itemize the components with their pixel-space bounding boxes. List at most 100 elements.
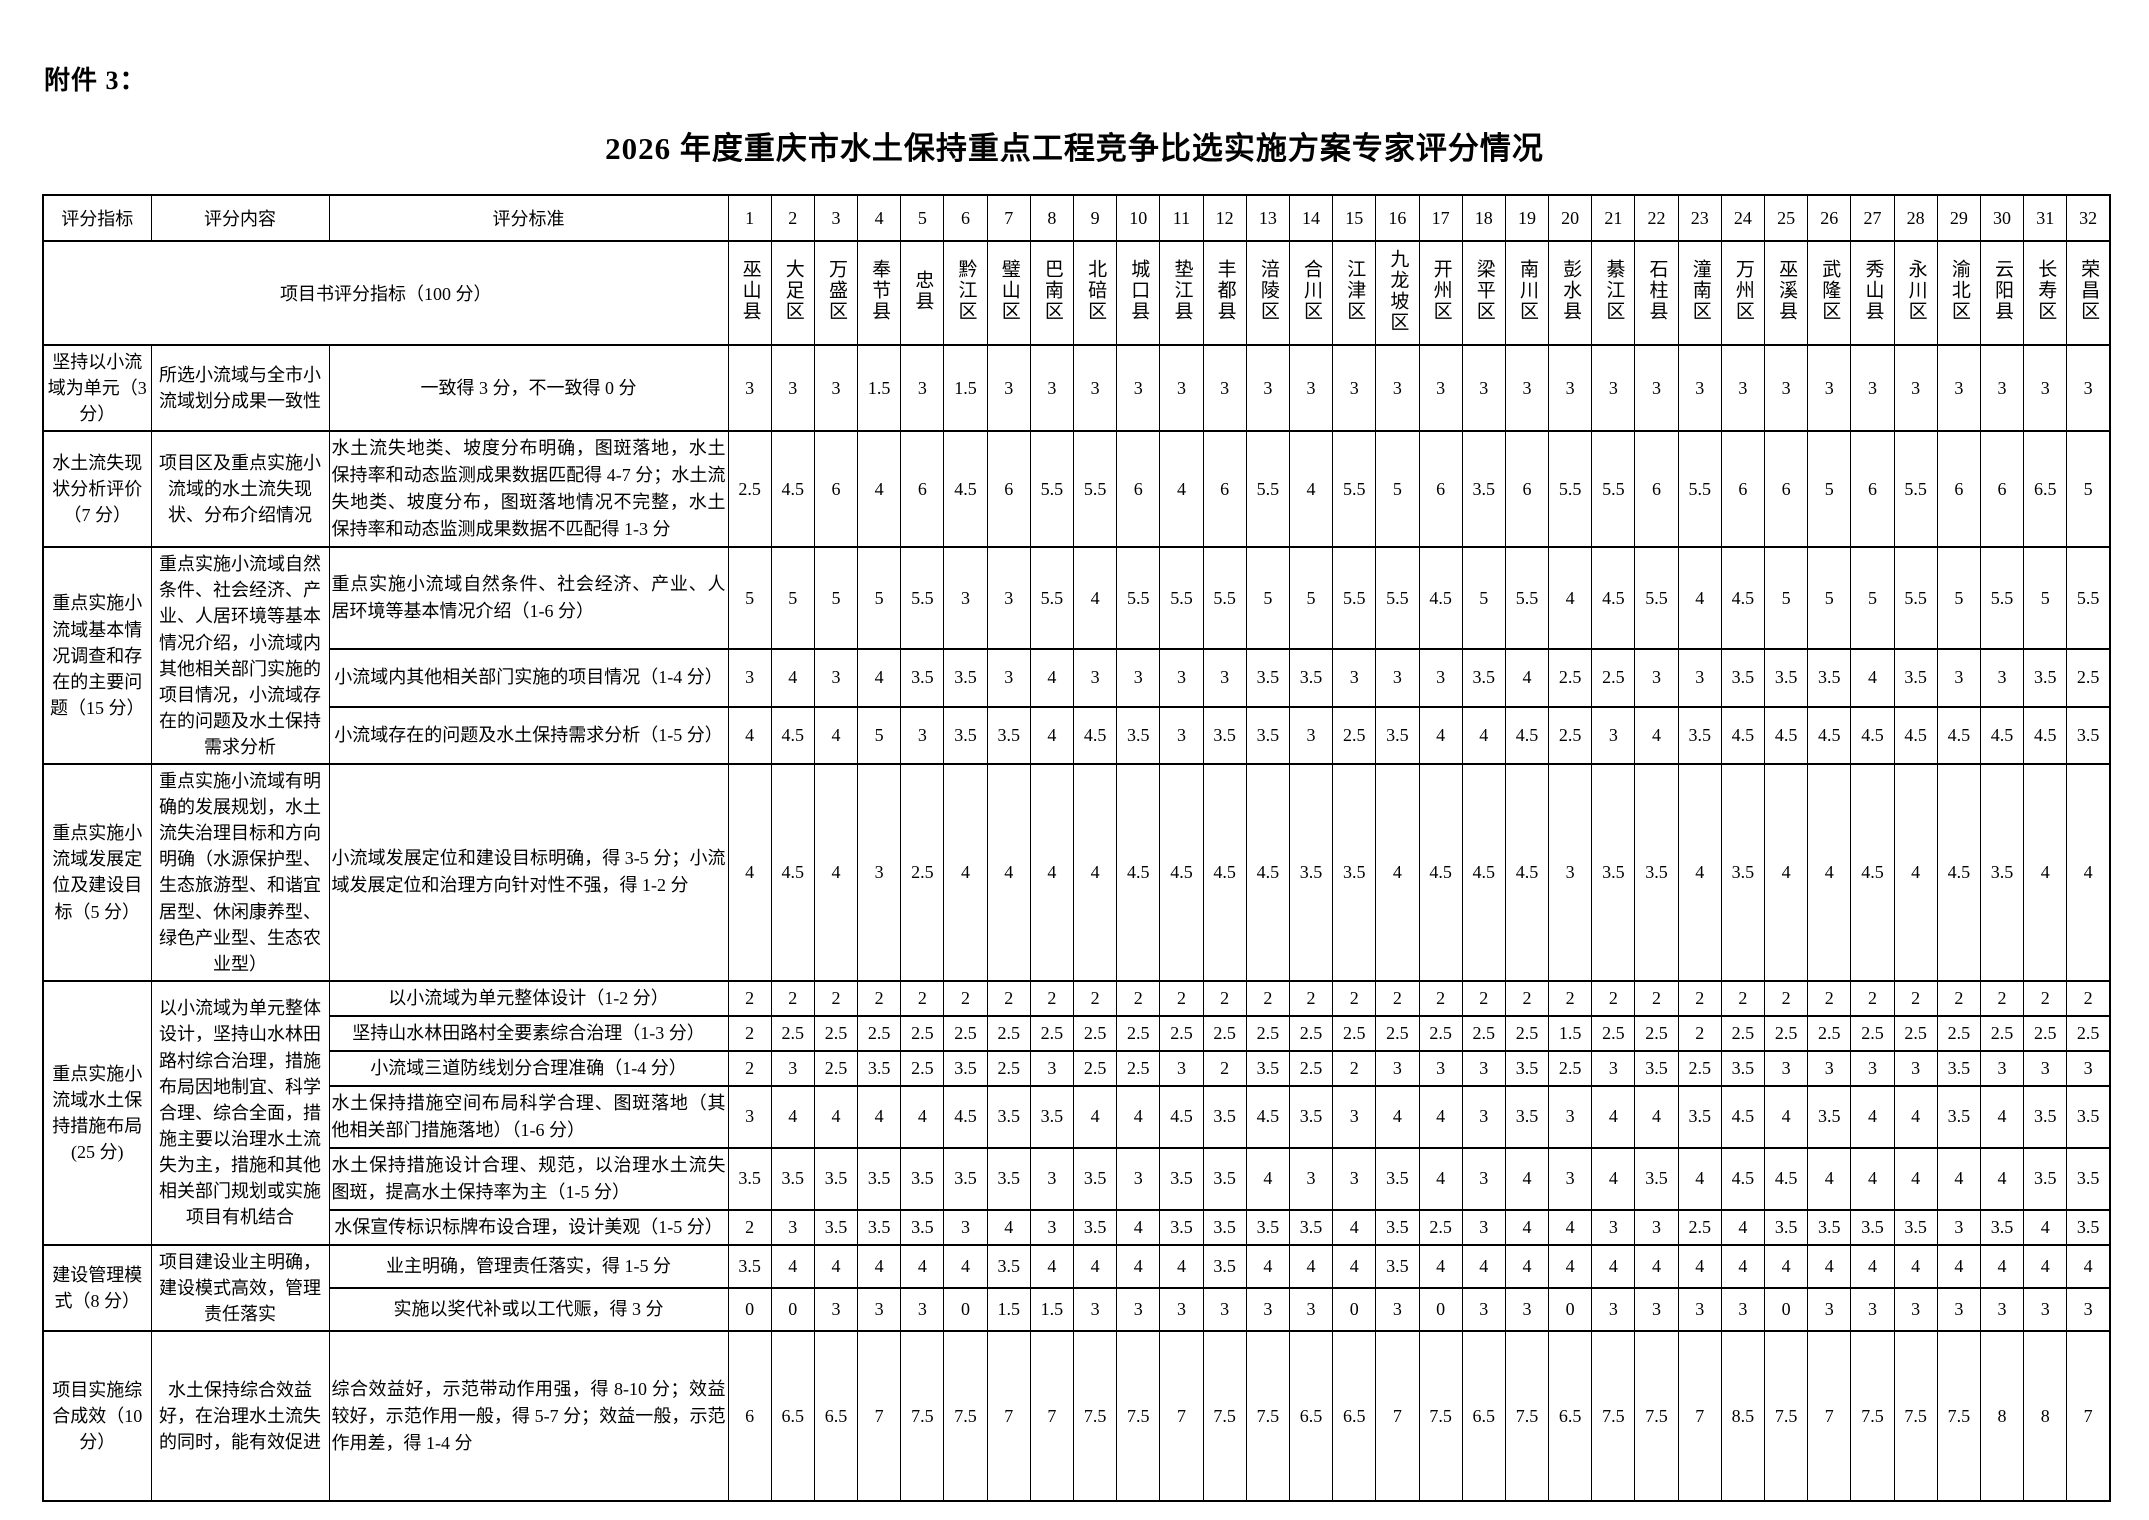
criteria-row: 坚持以小流域为单元（3 分） 所选小流域与全市小流域划分成果一致性 一致得 3 分，… — [42, 343, 2111, 433]
score-cell: 2 — [1159, 979, 1204, 1017]
score-cell: 3.5 — [1807, 1208, 1852, 1246]
criteria-row: 坚持山水林田路村全要素综合治理（1-3 分） 2 2.5 2.5 2.5 2.5 2.5 2.… — [43, 1014, 2111, 1052]
expert-number-cell: 11 — [1159, 194, 1204, 242]
score-cell: 4 — [1634, 1243, 1679, 1289]
score-cell: 3 — [1245, 1286, 1290, 1333]
district-cell: 荣昌区 — [2066, 240, 2111, 346]
score-cell: 4 — [1763, 763, 1809, 982]
content-cell: 水土保持综合效益好，在治理水土流失的同时，能有效促进 — [150, 1330, 330, 1503]
score-cell: 4 — [1763, 1084, 1809, 1149]
score-cell: 5 — [1245, 546, 1290, 651]
expert-number-cell: 13 — [1245, 194, 1290, 242]
score-cell: 2.5 — [1029, 1014, 1075, 1052]
district-name-text: 合川区 — [1301, 259, 1322, 322]
district-name-text: 万盛区 — [825, 259, 847, 322]
score-cell: 4 — [1504, 1208, 1550, 1246]
score-cell: 6 — [1202, 430, 1247, 549]
score-cell: 2 — [1202, 979, 1247, 1017]
expert-number-cell: 19 — [1504, 194, 1550, 242]
score-cell: 3.5 — [2066, 1208, 2111, 1246]
score-cell: 5.5 — [2066, 546, 2111, 651]
score-cell: 2 — [1548, 979, 1593, 1017]
header-row-columns: 评分指标 评分内容 评分标准 1 2 3 4 5 6 7 8 9 10 11 12 13 14 15 16 17… — [42, 194, 2111, 242]
score-cell: 7.5 — [1072, 1330, 1118, 1503]
score-cell: 7.5 — [900, 1330, 945, 1503]
score-cell: 7 — [1807, 1330, 1852, 1503]
score-cell: 3 — [1245, 343, 1290, 433]
score-cell: 3 — [857, 1286, 902, 1333]
score-cell: 4.5 — [1720, 546, 1766, 651]
score-cell: 5.5 — [1116, 546, 1161, 651]
score-cell: 3 — [1936, 1286, 1981, 1333]
score-cell: 2.5 — [986, 1014, 1031, 1052]
expert-number-cell: 17 — [1418, 194, 1463, 242]
score-cell: 4.5 — [1116, 763, 1161, 982]
score-cell: 3 — [1591, 705, 1636, 766]
score-cell: 5 — [1807, 430, 1852, 549]
score-cell: 4 — [1029, 648, 1075, 708]
score-cell: 3 — [1332, 648, 1377, 708]
score-cell: 4 — [1893, 1084, 1938, 1149]
score-cell: 5 — [2023, 546, 2068, 651]
district-name-text: 梁平区 — [1473, 259, 1495, 322]
score-cell: 4.5 — [2023, 705, 2068, 766]
district-name-text: 秀山县 — [1862, 259, 1884, 322]
score-cell: 4 — [857, 430, 902, 549]
score-cell: 3.5 — [1288, 763, 1334, 982]
score-cell: 3.5 — [1893, 1208, 1938, 1246]
score-cell: 6 — [813, 430, 859, 549]
score-cell: 2.5 — [1850, 1014, 1895, 1052]
expert-number-cell: 20 — [1548, 194, 1593, 242]
score-cell: 6.5 — [1461, 1330, 1506, 1503]
score-cell: 2.5 — [1072, 1014, 1118, 1052]
district-cell: 垫江县 — [1159, 240, 1204, 346]
score-cell: 4 — [1677, 546, 1722, 651]
score-cell: 3.5 — [2023, 1084, 2068, 1149]
score-cell: 2 — [1202, 1049, 1247, 1087]
score-cell: 4.5 — [1807, 705, 1852, 766]
score-cell: 4 — [1548, 1208, 1593, 1246]
score-cell: 2 — [1245, 979, 1290, 1017]
score-cell: 2.5 — [1720, 1014, 1766, 1052]
score-cell: 4.5 — [1936, 705, 1981, 766]
score-cell: 4 — [1072, 763, 1118, 982]
score-cell: 3 — [1979, 648, 2025, 708]
score-cell: 4 — [1979, 1243, 2025, 1289]
score-cell: 3 — [1029, 1049, 1075, 1087]
score-cell: 4 — [1029, 1243, 1075, 1289]
score-cell: 4 — [1072, 1243, 1118, 1289]
score-cell: 3 — [770, 343, 815, 433]
score-cell: 3 — [1375, 343, 1420, 433]
score-cell: 3 — [813, 648, 859, 708]
score-cell: 7.5 — [1504, 1330, 1550, 1503]
score-cell: 2 — [727, 979, 772, 1017]
score-cell: 4 — [1332, 1243, 1377, 1289]
score-cell: 4 — [2066, 763, 2111, 982]
score-cell: 2.5 — [1548, 1049, 1593, 1087]
score-cell: 3.5 — [770, 1146, 815, 1211]
score-cell: 3.5 — [1634, 1049, 1679, 1087]
district-cell: 巫溪县 — [1763, 240, 1809, 346]
score-cell: 3 — [1893, 343, 1938, 433]
score-cell: 4 — [1418, 1084, 1463, 1149]
district-name-text: 万州区 — [1732, 259, 1754, 322]
score-cell: 4 — [727, 705, 772, 766]
score-cell: 4 — [1375, 1084, 1420, 1149]
score-cell: 0 — [1418, 1286, 1463, 1333]
score-cell: 2 — [1591, 979, 1636, 1017]
score-cell: 5 — [1850, 546, 1895, 651]
district-name-text: 荣昌区 — [2078, 259, 2100, 322]
score-cell: 2.5 — [770, 1014, 815, 1052]
score-cell: 4 — [1332, 1208, 1377, 1246]
score-cell: 7 — [2066, 1330, 2111, 1503]
score-cell: 3.5 — [943, 1146, 988, 1211]
score-cell: 3 — [1720, 1286, 1766, 1333]
score-cell: 2 — [1979, 979, 2025, 1017]
score-cell: 4 — [813, 705, 859, 766]
score-cell: 3 — [1807, 343, 1852, 433]
score-cell: 3 — [813, 1286, 859, 1333]
score-cell: 4.5 — [1159, 763, 1204, 982]
expert-number-cell: 18 — [1461, 194, 1506, 242]
score-cell: 6.5 — [1548, 1330, 1593, 1503]
score-cell: 3.5 — [1288, 1084, 1334, 1149]
